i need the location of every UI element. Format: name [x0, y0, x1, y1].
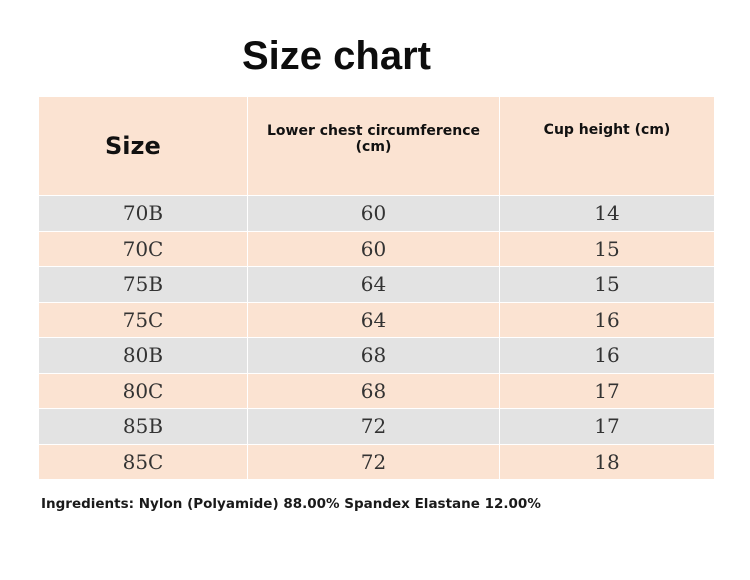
cell-lower-chest: 68	[247, 337, 500, 374]
cell-cup-height: 18	[499, 443, 715, 480]
cell-size: 80B	[38, 337, 248, 374]
ingredients-note: Ingredients: Nylon (Polyamide) 88.00% Sp…	[41, 496, 541, 512]
header-cup-height: Cup height (cm)	[499, 96, 715, 196]
table-row: 80B 68 16	[38, 337, 715, 374]
cell-size: 70B	[38, 195, 248, 232]
cell-cup-height: 16	[499, 301, 715, 338]
cell-size: 75C	[38, 301, 248, 338]
header-size: Size	[38, 96, 248, 196]
cell-cup-height: 15	[499, 230, 715, 267]
table-row: 75B 64 15	[38, 266, 715, 303]
cell-lower-chest: 72	[247, 408, 500, 445]
table-header-row: Size Lower chest circumference (cm) Cup …	[38, 96, 715, 196]
page-title: Size chart	[242, 34, 431, 78]
cell-lower-chest: 64	[247, 266, 500, 303]
table-row: 70C 60 15	[38, 230, 715, 267]
cell-size: 70C	[38, 230, 248, 267]
table-row: 85C 72 18	[38, 443, 715, 480]
table-row: 75C 64 16	[38, 301, 715, 338]
cell-cup-height: 17	[499, 372, 715, 409]
cell-cup-height: 14	[499, 195, 715, 232]
header-lower-chest-circumference: Lower chest circumference (cm)	[247, 96, 500, 196]
table-row: 70B 60 14	[38, 195, 715, 232]
cell-size: 75B	[38, 266, 248, 303]
cell-lower-chest: 68	[247, 372, 500, 409]
table-row: 85B 72 17	[38, 408, 715, 445]
cell-cup-height: 17	[499, 408, 715, 445]
cell-size: 85B	[38, 408, 248, 445]
cell-lower-chest: 64	[247, 301, 500, 338]
size-chart-table: Size Lower chest circumference (cm) Cup …	[38, 96, 715, 480]
cell-size: 85C	[38, 443, 248, 480]
cell-size: 80C	[38, 372, 248, 409]
cell-lower-chest: 72	[247, 443, 500, 480]
cell-lower-chest: 60	[247, 230, 500, 267]
cell-cup-height: 16	[499, 337, 715, 374]
cell-cup-height: 15	[499, 266, 715, 303]
cell-lower-chest: 60	[247, 195, 500, 232]
table-row: 80C 68 17	[38, 372, 715, 409]
